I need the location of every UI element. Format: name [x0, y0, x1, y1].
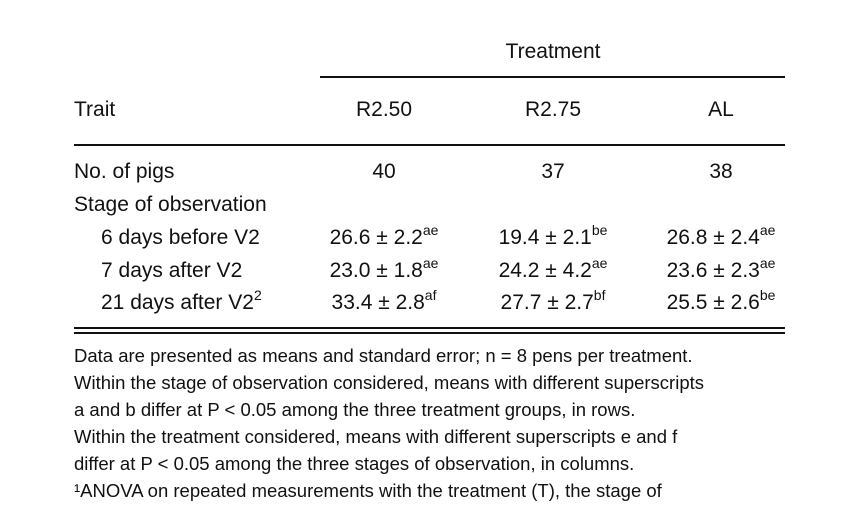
label-text: 21 days after V2: [101, 291, 254, 314]
row-label: No. of pigs: [74, 160, 175, 183]
cell: 23.6 ± 2.3ae: [666, 256, 776, 283]
superscript: ae: [759, 255, 776, 271]
cell: 40: [372, 160, 396, 183]
note-line: Within the stage of observation consider…: [74, 372, 705, 393]
superscript: be: [759, 287, 776, 303]
cell: 24.2 ± 4.2ae: [498, 256, 608, 283]
note-line: Data are presented as means and standard…: [74, 345, 693, 366]
rule: [74, 327, 785, 329]
cell: 38: [709, 160, 733, 183]
cell-value: 25.5 ± 2.6: [666, 291, 760, 314]
cell-value: 24.2 ± 4.2: [498, 259, 592, 282]
cell: 27.7 ± 2.7bf: [500, 288, 606, 315]
column-header: R2.50: [355, 98, 413, 121]
cell: 33.4 ± 2.8af: [331, 288, 437, 315]
superscript: bf: [593, 287, 606, 303]
label-text: 7 days after V2: [101, 259, 243, 282]
cell-value: 23.6 ± 2.3: [666, 259, 760, 282]
superscript: ae: [422, 222, 439, 238]
cell: 26.6 ± 2.2ae: [329, 223, 439, 250]
cell: 23.0 ± 1.8ae: [329, 256, 439, 283]
column-header: AL: [708, 98, 734, 121]
row-label: 6 days before V2: [101, 226, 260, 250]
cell-value: 33.4 ± 2.8: [331, 291, 425, 314]
rule: [74, 332, 785, 334]
label-text: 6 days before V2: [101, 226, 260, 249]
note-line: ¹ANOVA on repeated measurements with the…: [74, 480, 662, 501]
note-line: a and b differ at P < 0.05 among the thr…: [74, 399, 636, 420]
cell-value: 27.7 ± 2.7: [500, 291, 594, 314]
row-label: 21 days after V22: [101, 288, 262, 315]
cell-value: 19.4 ± 2.1: [498, 226, 592, 249]
superscript: ae: [759, 222, 776, 238]
superscript: ae: [422, 255, 439, 271]
footnote-mark: 2: [253, 287, 262, 303]
superscript: be: [591, 222, 608, 238]
rule: [74, 144, 785, 146]
row-label: 7 days after V2: [101, 259, 242, 283]
note-line: differ at P < 0.05 among the three stage…: [74, 453, 635, 474]
column-header: R2.75: [524, 98, 582, 121]
group-header: Treatment: [505, 40, 601, 63]
trait-header: Trait: [74, 98, 116, 121]
cell-value: 26.6 ± 2.2: [329, 226, 423, 249]
cell: 25.5 ± 2.6be: [666, 288, 776, 315]
superscript: ae: [591, 255, 608, 271]
cell: 26.8 ± 2.4ae: [666, 223, 776, 250]
cell: 37: [541, 160, 565, 183]
rule: [320, 76, 785, 78]
section-label: Stage of observation: [74, 193, 267, 216]
note-line: Within the treatment considered, means w…: [74, 426, 678, 447]
superscript: af: [424, 287, 437, 303]
cell-value: 26.8 ± 2.4: [666, 226, 760, 249]
cell-value: 23.0 ± 1.8: [329, 259, 423, 282]
cell: 19.4 ± 2.1be: [498, 223, 608, 250]
